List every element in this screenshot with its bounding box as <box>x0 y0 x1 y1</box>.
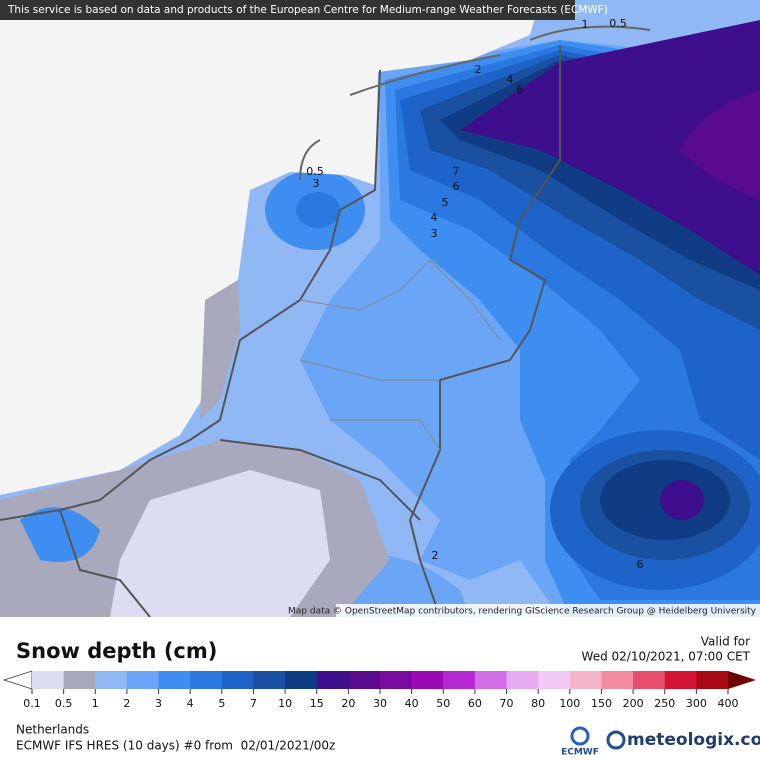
contour-label: 2 <box>432 549 439 562</box>
ecmwf-logo: ECMWF <box>561 748 599 758</box>
level-label: 60 <box>468 697 482 710</box>
level-label: 10 <box>278 697 292 710</box>
level-label: 20 <box>341 697 355 710</box>
over-triangle <box>728 671 756 689</box>
islands <box>299 25 651 181</box>
attribution: Map data © OpenStreetMap contributors, r… <box>288 607 757 617</box>
colorbar: 0.1 0.5 1 2 3 4 5 7 10 15 20 30 40 50 60 70 80 100 150 200 2… <box>23 671 756 710</box>
contour-label: 3 <box>313 177 320 190</box>
color-swatch <box>506 671 539 689</box>
level-label: 300 <box>686 697 707 710</box>
contour-label: 6 <box>517 83 524 96</box>
color-swatch <box>474 671 508 689</box>
ecmwf-icon <box>570 726 590 746</box>
contour-label: 6 <box>637 558 644 571</box>
contour-label: 0.5 <box>306 165 324 178</box>
level-label: 50 <box>436 697 450 710</box>
color-swatch <box>221 671 254 689</box>
valid-time: Wed 02/10/2021, 07:00 CET <box>582 650 751 664</box>
attribution-bar <box>336 604 760 617</box>
color-swatch <box>601 671 634 689</box>
contour-label: 7 <box>453 165 460 178</box>
color-swatch <box>285 671 318 689</box>
level-label: 70 <box>500 697 514 710</box>
sea <box>0 0 540 495</box>
level-label: 150 <box>591 697 612 710</box>
source-bar <box>0 0 575 20</box>
level-label: 80 <box>531 697 545 710</box>
zone-20 <box>680 90 760 200</box>
zone-4-coast <box>296 192 340 228</box>
color-swatch <box>696 671 729 689</box>
level-label: 15 <box>310 697 324 710</box>
model-run: ECMWF IFS HRES (10 days) #0 from 02/01/2… <box>16 739 335 753</box>
color-swatch <box>126 671 160 689</box>
level-label: 100 <box>559 697 580 710</box>
level-label: 1 <box>92 697 99 710</box>
zone-15-se <box>660 480 704 520</box>
level-label: 200 <box>623 697 644 710</box>
color-swatch <box>32 671 65 689</box>
contour-label: 0.5 <box>609 17 627 30</box>
color-swatch <box>190 671 223 689</box>
color-swatch <box>316 671 349 689</box>
level-label: 3 <box>155 697 162 710</box>
under-triangle <box>2 670 33 690</box>
valid-label: Valid for <box>701 635 750 649</box>
level-label: 40 <box>405 697 419 710</box>
zone-15 <box>460 20 760 275</box>
level-label: 400 <box>718 697 739 710</box>
level-label: 30 <box>373 697 387 710</box>
color-swatch <box>569 671 602 689</box>
color-swatch <box>380 671 413 689</box>
contour-label: 4 <box>507 73 514 86</box>
color-swatch <box>443 671 476 689</box>
color-swatch <box>538 671 571 689</box>
color-swatch <box>664 671 697 689</box>
level-label: 7 <box>250 697 257 710</box>
contour-label: 2 <box>475 63 482 76</box>
color-swatch <box>633 671 666 689</box>
region: Netherlands <box>16 723 89 737</box>
zone-0-1 <box>110 470 330 617</box>
contour-label: 6 <box>453 180 460 193</box>
color-swatch <box>158 671 191 689</box>
level-label: 0.1 <box>23 697 41 710</box>
color-swatch <box>253 671 286 689</box>
level-label: 250 <box>654 697 675 710</box>
coast-grey <box>200 280 240 420</box>
province-border <box>299 259 501 451</box>
color-swatch <box>411 671 444 689</box>
color-swatch <box>95 671 128 689</box>
level-label: 5 <box>218 697 225 710</box>
level-label: 0.5 <box>55 697 73 710</box>
color-swatch <box>348 671 381 689</box>
coastline <box>0 69 381 521</box>
brand-icon <box>606 730 626 750</box>
source-note: This service is based on data and produc… <box>7 4 608 16</box>
country-border <box>408 45 561 617</box>
zone-3-west <box>20 507 100 562</box>
brand: meteologix.com <box>627 730 760 750</box>
contour-label: 1 <box>582 18 589 31</box>
level-label: 2 <box>123 697 130 710</box>
color-swatch <box>63 671 96 689</box>
legend: Snow depth (cm) Valid for Wed 02/10/2021… <box>2 635 760 758</box>
contour-label: 5 <box>442 196 449 209</box>
level-label: 4 <box>187 697 194 710</box>
legend-title: Snow depth (cm) <box>16 639 217 663</box>
contour-label: 3 <box>431 227 438 240</box>
country-border <box>59 439 421 617</box>
contour-label: 4 <box>431 211 438 224</box>
